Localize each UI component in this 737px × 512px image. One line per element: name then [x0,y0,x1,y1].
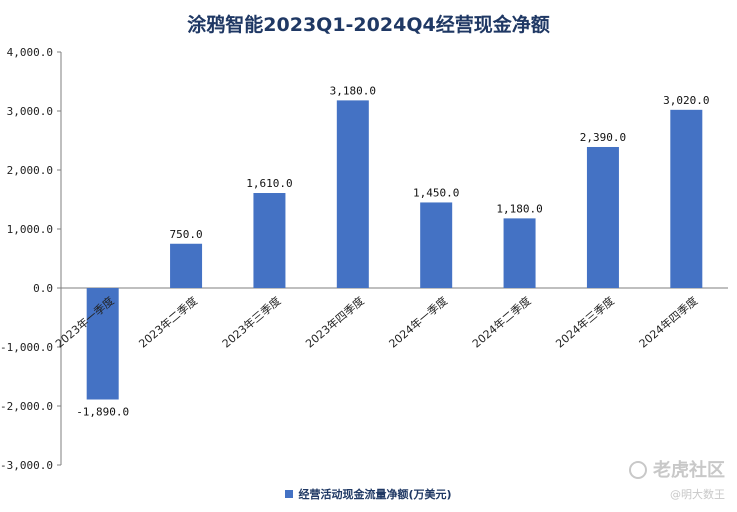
y-tick-label: 1,000.0 [7,223,53,236]
x-tick-label: 2024年三季度 [553,294,617,351]
tiger-logo-icon [629,461,647,479]
y-tick-label: 0.0 [33,282,53,295]
bar [253,193,286,288]
legend-swatch [285,490,294,498]
x-tick-label: 2023年三季度 [219,294,283,351]
bar [336,100,369,288]
x-tick-label: 2023年四季度 [303,294,367,351]
data-label: -1,890.0 [76,406,129,419]
bar [503,218,536,288]
data-label: 2,390.0 [580,131,626,144]
y-tick-label: -3,000.0 [0,459,53,472]
y-tick-label: 4,000.0 [7,46,53,59]
x-tick-label: 2024年一季度 [386,294,450,351]
bar [420,202,453,288]
data-label: 750.0 [170,228,203,241]
bar [670,109,703,288]
watermark-logo-text: 老虎社区 [653,460,725,481]
legend: 经营活动现金流量净额(万美元) [0,486,737,502]
data-label: 3,180.0 [330,84,376,97]
data-label: 1,610.0 [246,177,292,190]
y-tick-label: -1,000.0 [0,341,53,354]
chart-title: 涂鸦智能2023Q1-2024Q4经营现金净额 [187,14,550,36]
legend-label: 经营活动现金流量净额(万美元) [298,488,452,501]
y-tick-label: -2,000.0 [0,400,53,413]
watermark-user: @明大数王 [670,488,725,501]
data-label: 1,180.0 [496,202,542,215]
watermark: 老虎社区 @明大数王 [629,456,725,502]
data-label: 3,020.0 [663,94,709,107]
bar [170,243,203,288]
x-tick-label: 2024年二季度 [469,294,533,351]
y-tick-label: 3,000.0 [7,105,53,118]
x-tick-label: 2024年四季度 [636,294,700,351]
bar [586,146,619,288]
bar [86,288,119,400]
x-tick-label: 2023年二季度 [136,294,200,351]
bar-chart: 4,000.0 3,000.0 2,000.0 1,000.0 0.0 -1,000.0 -… [0,46,728,472]
data-label: 1,450.0 [413,186,459,199]
y-tick-label: 2,000.0 [7,164,53,177]
